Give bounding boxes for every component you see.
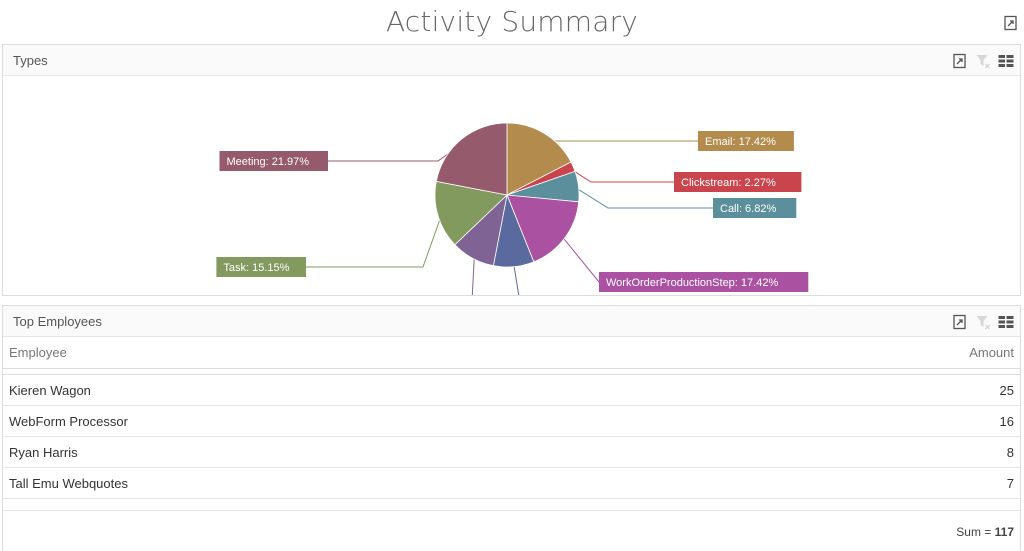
employee-name: Kieren Wagon [9,383,91,398]
pie-slice-task[interactable] [434,180,508,246]
column-header-employee[interactable]: Employee [9,345,67,360]
pie-label-box [599,272,809,292]
table-row[interactable]: Tall Emu Webquotes 7 [3,468,1020,499]
employee-name: Ryan Harris [9,445,78,460]
pie-slice-meeting[interactable] [435,122,508,196]
pie-label-text: Call: 6.82% [720,203,776,215]
column-header-amount[interactable]: Amount [969,345,1014,360]
grid-empty-space [3,499,1020,511]
pie-slices [434,122,580,268]
pie-connector [306,214,443,268]
multiselect-icon[interactable] [998,314,1014,330]
grid-summary-footer: Sum = 117 [3,511,1020,551]
dashboard-export-icon[interactable] [1003,15,1019,31]
employee-amount: 25 [999,383,1014,398]
table-row[interactable]: Kieren Wagon 25 [3,375,1020,406]
pie-connector [471,254,475,295]
employees-panel-title: Top Employees [13,314,102,329]
types-panel-header: Types [3,45,1020,76]
pie-label-box [713,198,797,218]
pie-connector [574,186,713,209]
clear-filter-icon[interactable] [975,53,991,69]
types-pie-chart: Email: 17.42% Clickstream: 2.27% Call: 6.8… [216,122,809,295]
employees-panel-header: Top Employees [3,306,1020,337]
pie-label-text: Meeting: 21.97% [227,156,310,168]
sum-value: 117 [994,525,1014,539]
pie-connector [328,142,464,162]
grid-filter-row [3,369,1020,375]
pie-label-text: Task: 15.15% [223,262,289,274]
clear-filter-icon[interactable] [975,314,991,330]
export-icon[interactable] [952,314,968,330]
types-panel: Types Email: 17.42% Clickstream: 2.27% Cal… [2,44,1021,296]
pie-slice-email[interactable] [506,122,572,196]
export-icon[interactable] [952,53,968,69]
pie-connector [569,167,674,183]
table-row[interactable]: Ryan Harris 8 [3,437,1020,468]
employees-grid-header: Employee Amount [3,337,1020,369]
pie-slice-workorderproductionstep[interactable] [506,194,580,263]
pie-connector [542,136,698,142]
sum-summary: Sum = 117 [956,525,1014,539]
types-panel-toolbar [952,52,1014,70]
pie-label-box [216,257,306,277]
pie-label-text: Clickstream: 2.27% [681,177,776,189]
pie-labels: Email: 17.42% Clickstream: 2.27% Call: 6.8… [216,131,809,292]
types-panel-title: Types [13,53,48,68]
pie-label-box [698,131,794,151]
employee-name: WebForm Processor [9,414,128,429]
pie-label-text: WorkOrderProductionStep: 17.42% [606,277,778,289]
top-employees-panel: Top Employees Employee Amount Kieren Wag… [2,305,1021,551]
dashboard-title: Activity Summary [385,5,639,38]
employee-amount: 8 [1006,445,1014,460]
employee-amount: 7 [1006,476,1014,491]
multiselect-icon[interactable] [998,53,1014,69]
employees-panel-toolbar [952,313,1014,331]
pie-label-text: Email: 17.42% [705,136,776,148]
table-row[interactable]: WebForm Processor 16 [3,406,1020,437]
pie-label-box [674,172,802,192]
employee-amount: 16 [999,414,1014,429]
pie-label-box [219,151,328,171]
pie-connector [513,262,520,295]
sum-label: Sum = [956,525,995,539]
employee-name: Tall Emu Webquotes [9,476,128,491]
pie-connector [561,235,600,283]
